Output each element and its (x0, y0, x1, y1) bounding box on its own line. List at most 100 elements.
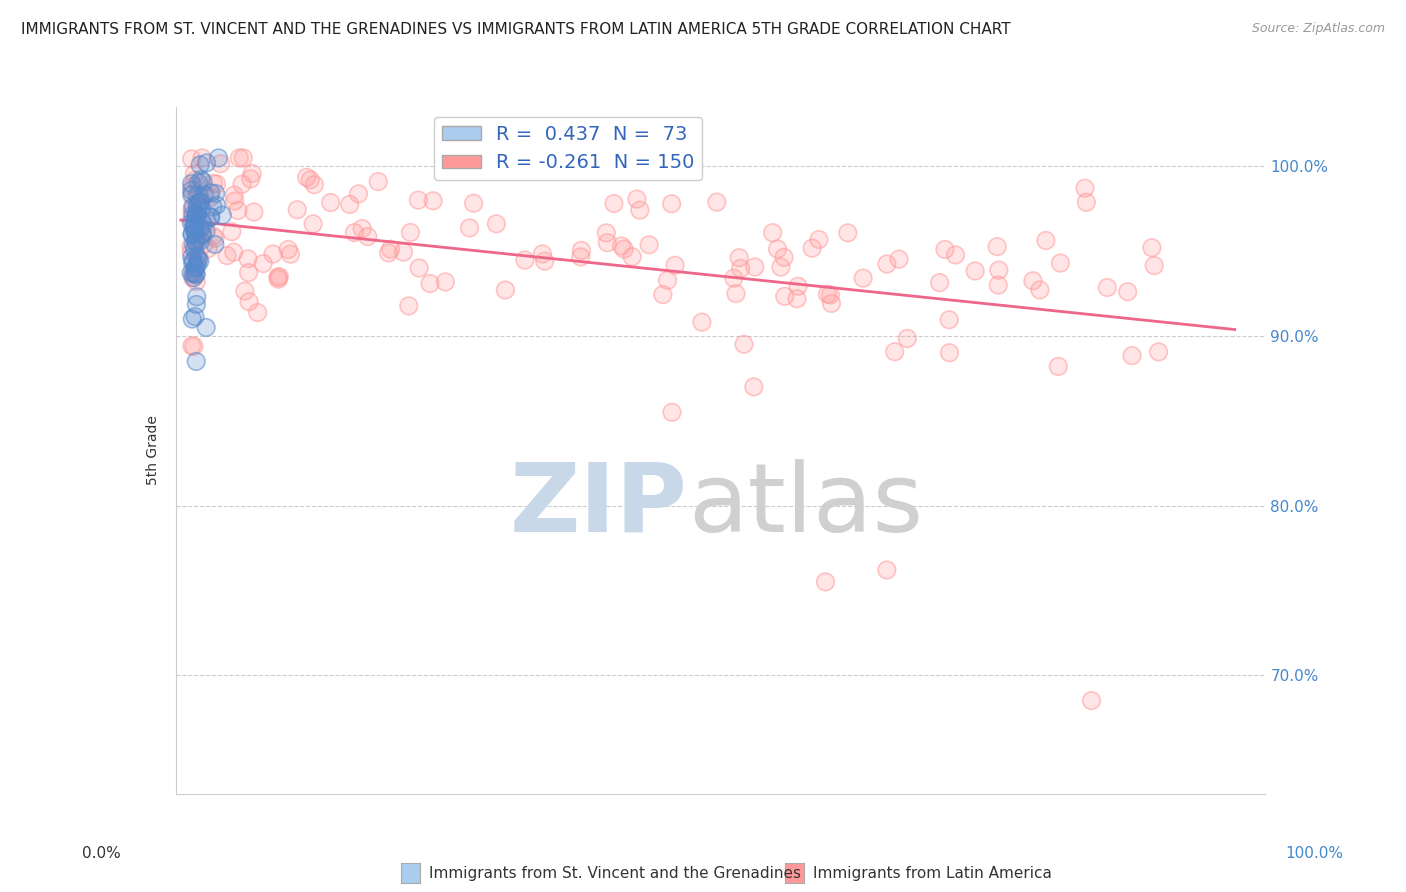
Point (202, 177, 225, 191)
Point (222, 245, 245, 260)
Point (200, 186, 222, 200)
Point (661, 405, 683, 419)
Point (195, 224, 218, 238)
Point (610, 239, 633, 253)
Point (207, 151, 229, 165)
Point (723, 271, 745, 285)
Point (187, 176, 209, 190)
Point (304, 178, 326, 192)
Point (928, 276, 950, 290)
Point (267, 272, 290, 286)
Point (187, 251, 209, 265)
Point (596, 235, 619, 250)
Point (190, 234, 212, 248)
Point (224, 194, 246, 208)
Point (180, 266, 202, 280)
Point (876, 563, 898, 577)
Point (184, 225, 207, 239)
Point (193, 188, 215, 202)
Text: 100.0%: 100.0% (1285, 847, 1344, 861)
Point (222, 245, 245, 260)
Point (638, 237, 661, 252)
Point (595, 226, 617, 240)
Point (987, 263, 1010, 277)
Point (180, 250, 202, 264)
Point (613, 242, 636, 256)
Point (209, 156, 232, 170)
Point (531, 247, 554, 261)
Point (180, 212, 202, 227)
Point (814, 574, 837, 589)
Point (1116, 285, 1139, 299)
Point (184, 211, 207, 226)
Point (181, 187, 204, 202)
Point (191, 228, 214, 243)
Point (246, 305, 269, 319)
Point (724, 286, 747, 301)
Point (181, 207, 204, 221)
Point (422, 194, 444, 208)
Point (204, 237, 226, 252)
Point (814, 574, 837, 589)
Point (190, 214, 212, 228)
Point (195, 224, 218, 238)
Point (1029, 283, 1052, 297)
Point (221, 225, 243, 239)
Point (183, 339, 205, 353)
Point (987, 263, 1010, 277)
Point (181, 201, 204, 215)
Point (299, 173, 322, 187)
Point (1049, 256, 1071, 270)
Point (232, 151, 254, 165)
Point (204, 237, 226, 252)
Text: 0.0%: 0.0% (82, 847, 121, 861)
Point (191, 175, 214, 189)
Point (728, 251, 751, 265)
Point (184, 219, 207, 234)
Point (204, 186, 226, 201)
Point (183, 266, 205, 280)
Point (184, 234, 207, 248)
Point (657, 273, 679, 287)
Point (938, 312, 960, 326)
Point (181, 312, 204, 326)
Point (181, 179, 204, 194)
Point (186, 275, 208, 289)
Point (195, 320, 218, 334)
Point (191, 227, 214, 241)
Point (184, 261, 207, 276)
Point (183, 167, 205, 181)
Point (801, 241, 824, 255)
Point (190, 234, 212, 248)
Point (252, 256, 274, 270)
Point (209, 156, 232, 170)
Point (820, 288, 842, 302)
Point (1029, 283, 1052, 297)
Point (343, 226, 366, 240)
Point (180, 216, 202, 230)
Point (181, 207, 204, 221)
Point (408, 260, 430, 275)
Point (569, 244, 592, 258)
Point (183, 242, 205, 256)
Point (240, 166, 263, 180)
Point (1035, 234, 1057, 248)
Point (180, 187, 202, 202)
Point (180, 187, 202, 202)
Point (262, 247, 284, 261)
Point (183, 219, 205, 233)
Point (184, 260, 207, 274)
Point (200, 190, 222, 204)
Point (352, 221, 374, 235)
Point (188, 194, 211, 209)
Point (180, 244, 202, 259)
Point (485, 217, 508, 231)
Point (458, 220, 481, 235)
Point (183, 270, 205, 285)
Point (184, 268, 207, 282)
Point (938, 345, 960, 359)
Point (252, 256, 274, 270)
Point (357, 229, 380, 244)
Point (184, 226, 207, 240)
Point (215, 249, 238, 263)
